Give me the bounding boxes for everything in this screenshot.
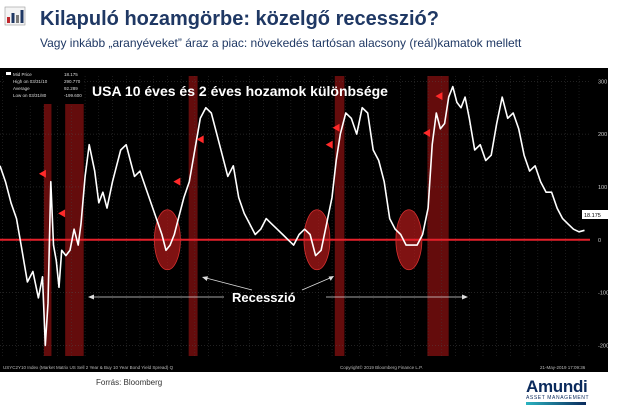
chart-title: USA 10 éves és 2 éves hozamok különbsége — [92, 83, 388, 99]
y-tick-label-2: 0 — [598, 238, 601, 244]
source-note: Forrás: Bloomberg — [96, 378, 163, 387]
chart-footer-timestamp: 21-May-2019 17:09:36 — [540, 365, 586, 370]
legend-value-high: 290.770 — [64, 79, 81, 84]
chart-footer-copyright: Copyright© 2019 Bloomberg Finance L.P. — [340, 364, 423, 370]
signal-marker-5 — [332, 123, 340, 132]
recession-band-0 — [43, 76, 52, 356]
signal-marker-2 — [173, 177, 181, 186]
logo-underline — [526, 402, 586, 405]
chart-footer-source: USYC2Y10 Index (Market Matrix US Sell 2 … — [3, 365, 174, 370]
recession-annotation: Recesszió — [88, 276, 468, 305]
signal-marker-1 — [58, 209, 66, 218]
recession-band-1 — [65, 76, 84, 356]
y-tick-label-0: -200 — [598, 343, 608, 349]
y-tick-label-3: 100 — [598, 185, 607, 191]
signal-marker-0 — [38, 169, 46, 178]
last-value-label: 18.175 — [584, 213, 601, 219]
logo-name: Amundi — [526, 377, 588, 396]
last-value-tag: 18.175 — [582, 210, 608, 219]
recession-band-2 — [188, 76, 198, 356]
y-tick-label-4: 200 — [598, 132, 607, 138]
signal-marker-7 — [435, 92, 443, 101]
y-tick-label-1: -100 — [598, 291, 608, 297]
y-tick-label-5: 300 — [598, 79, 607, 85]
recession-label: Recesszió — [232, 290, 296, 305]
chart-legend: Mid Price 18.175 High on 03/31/10 290.77… — [4, 70, 84, 104]
signal-marker-3 — [196, 135, 204, 144]
page-title: Kilapuló hozamgörbe: közelgő recesszió? — [40, 8, 439, 30]
amundi-logo: Amundi ASSET MANAGEMENT — [526, 378, 612, 405]
legend-label-average: Average — [13, 86, 30, 91]
bar-chart-icon — [4, 6, 26, 26]
signal-marker-6 — [423, 129, 431, 138]
logo-tagline: ASSET MANAGEMENT — [526, 395, 590, 401]
legend-value-average: 92.289 — [64, 86, 78, 91]
recession-band-3 — [334, 76, 345, 356]
page-subtitle: Vagy inkább „aranyéveket” áraz a piac: n… — [40, 36, 522, 50]
legend-swatch-mid — [6, 72, 11, 75]
legend-label-mid: Mid Price — [13, 72, 32, 77]
legend-value-low: -199.600 — [64, 93, 82, 98]
signal-markers — [38, 92, 443, 218]
spread-series-line — [0, 85, 585, 347]
legend-label-high: High on 03/31/10 — [13, 79, 48, 84]
legend-value-mid: 18.175 — [64, 72, 78, 77]
y-axis-ticks: -200 -100 0 100 200 300 — [598, 79, 608, 349]
legend-label-low: Low on 03/31/80 — [13, 93, 47, 98]
signal-marker-4 — [325, 140, 333, 149]
